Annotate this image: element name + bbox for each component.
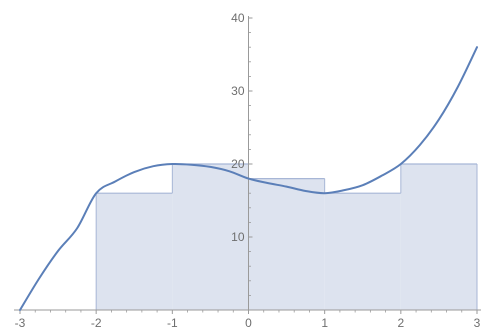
x-tick-label: 0 <box>245 316 252 330</box>
x-tick-label: -3 <box>15 316 26 330</box>
step-bar <box>96 193 173 310</box>
y-tick-label: 10 <box>231 230 245 244</box>
axes <box>14 16 481 311</box>
step-bars <box>96 164 477 310</box>
x-tick-label: 2 <box>397 316 404 330</box>
x-tick-label: -2 <box>91 316 102 330</box>
axis-ticks: -3 -2 -1 0 1 2 3 10 20 30 40 <box>15 11 481 330</box>
y-tick-label: 40 <box>231 11 245 25</box>
series-curve <box>19 46 478 311</box>
step-bar <box>248 178 325 310</box>
step-bar <box>172 164 249 310</box>
x-tick-label: 3 <box>474 316 481 330</box>
y-tick-label: 30 <box>231 84 245 98</box>
x-tick-label: 1 <box>321 316 328 330</box>
y-tick-label: 20 <box>231 157 245 171</box>
step-bar <box>324 193 401 310</box>
step-bar <box>400 164 477 310</box>
x-tick-label: -1 <box>167 316 178 330</box>
